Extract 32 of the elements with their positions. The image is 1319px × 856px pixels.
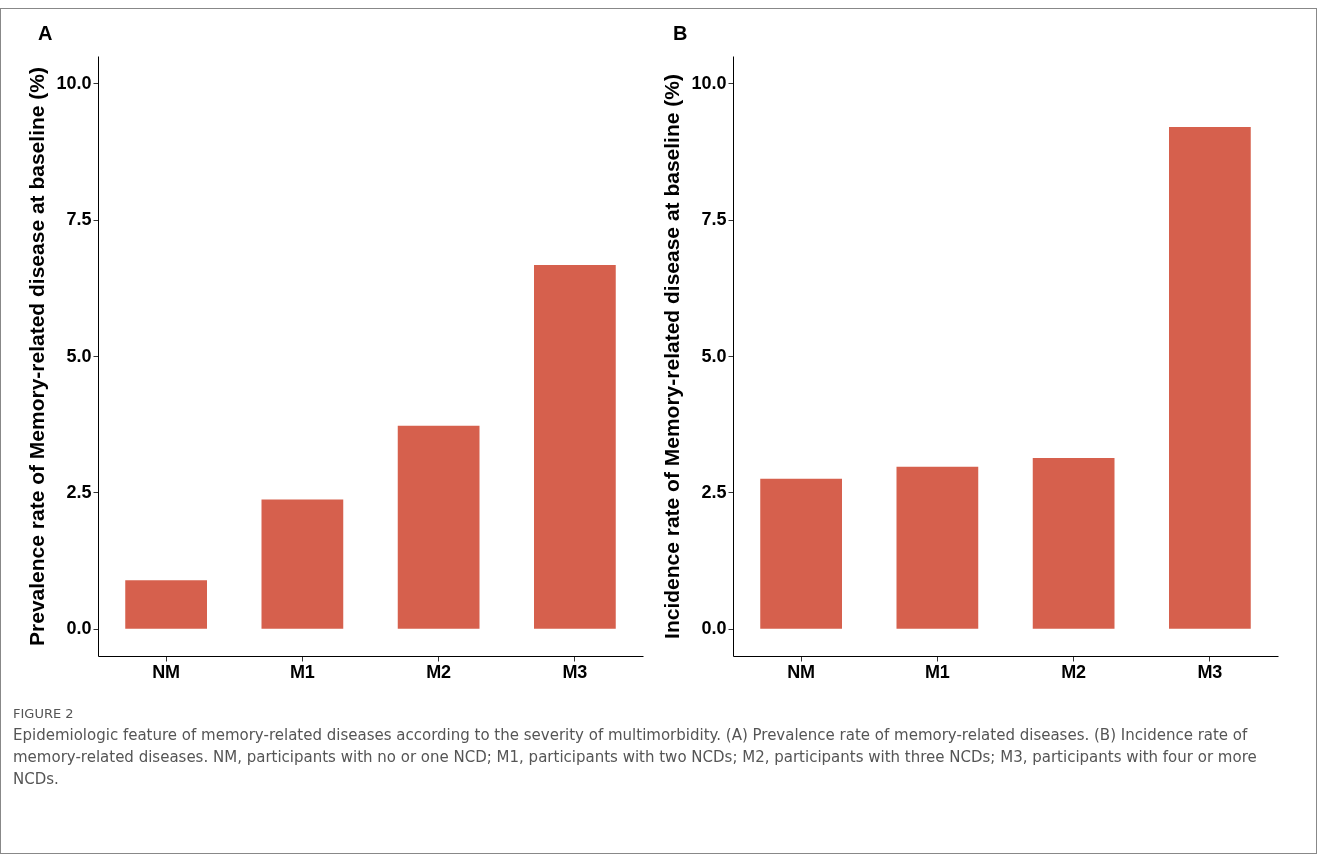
chart-title: A: [38, 22, 53, 44]
bar: [534, 264, 616, 629]
bar: [261, 499, 344, 629]
y-axis-title: Incidence rate of Memory-related disease at baseline (%): [660, 74, 684, 639]
text: Epidemiologic feature of memory-related diseases according to the severity of multimorbidity. (A) Prevalence rate of memory-related diseases. (B) Incidence rate of memory-related diseases. NM, participants with no or one NCD; M1, participants with two NCDs; M2, participants with three NCDs; M3, participants with four or more NCDs.: [13, 725, 1258, 790]
x-tick-label: M2: [426, 661, 452, 682]
bar: [760, 478, 842, 629]
y-tick-label: 5.0: [66, 345, 92, 366]
bar: [397, 425, 480, 629]
y-tick-label: 2.5: [701, 481, 727, 502]
x-tick-label: NM: [152, 661, 181, 682]
y-tick-label: 2.5: [66, 481, 92, 502]
bar: [1169, 126, 1251, 629]
bar: [896, 466, 979, 629]
x-tick-label: NM: [787, 661, 816, 682]
y-tick-label: 10.0: [56, 72, 92, 93]
caption: FIGURE 2: [13, 706, 75, 721]
y-tick-label: 0.0: [66, 618, 92, 639]
y-tick-label: 10.0: [691, 72, 727, 93]
chart-title: B: [673, 22, 688, 44]
bar: [125, 580, 207, 629]
y-tick-label: 7.5: [66, 209, 92, 230]
x-tick-label: M3: [1197, 661, 1223, 682]
bar: [1032, 458, 1115, 629]
y-tick-label: 5.0: [701, 345, 727, 366]
y-tick-label: 0.0: [701, 618, 727, 639]
x-tick-label: M3: [562, 661, 588, 682]
x-tick-label: M1: [924, 661, 950, 682]
y-axis-title: Prevalence rate of Memory-related disease at baseline (%): [25, 67, 49, 646]
x-tick-label: M2: [1061, 661, 1087, 682]
x-tick-label: M1: [289, 661, 315, 682]
y-tick-label: 7.5: [701, 209, 727, 230]
